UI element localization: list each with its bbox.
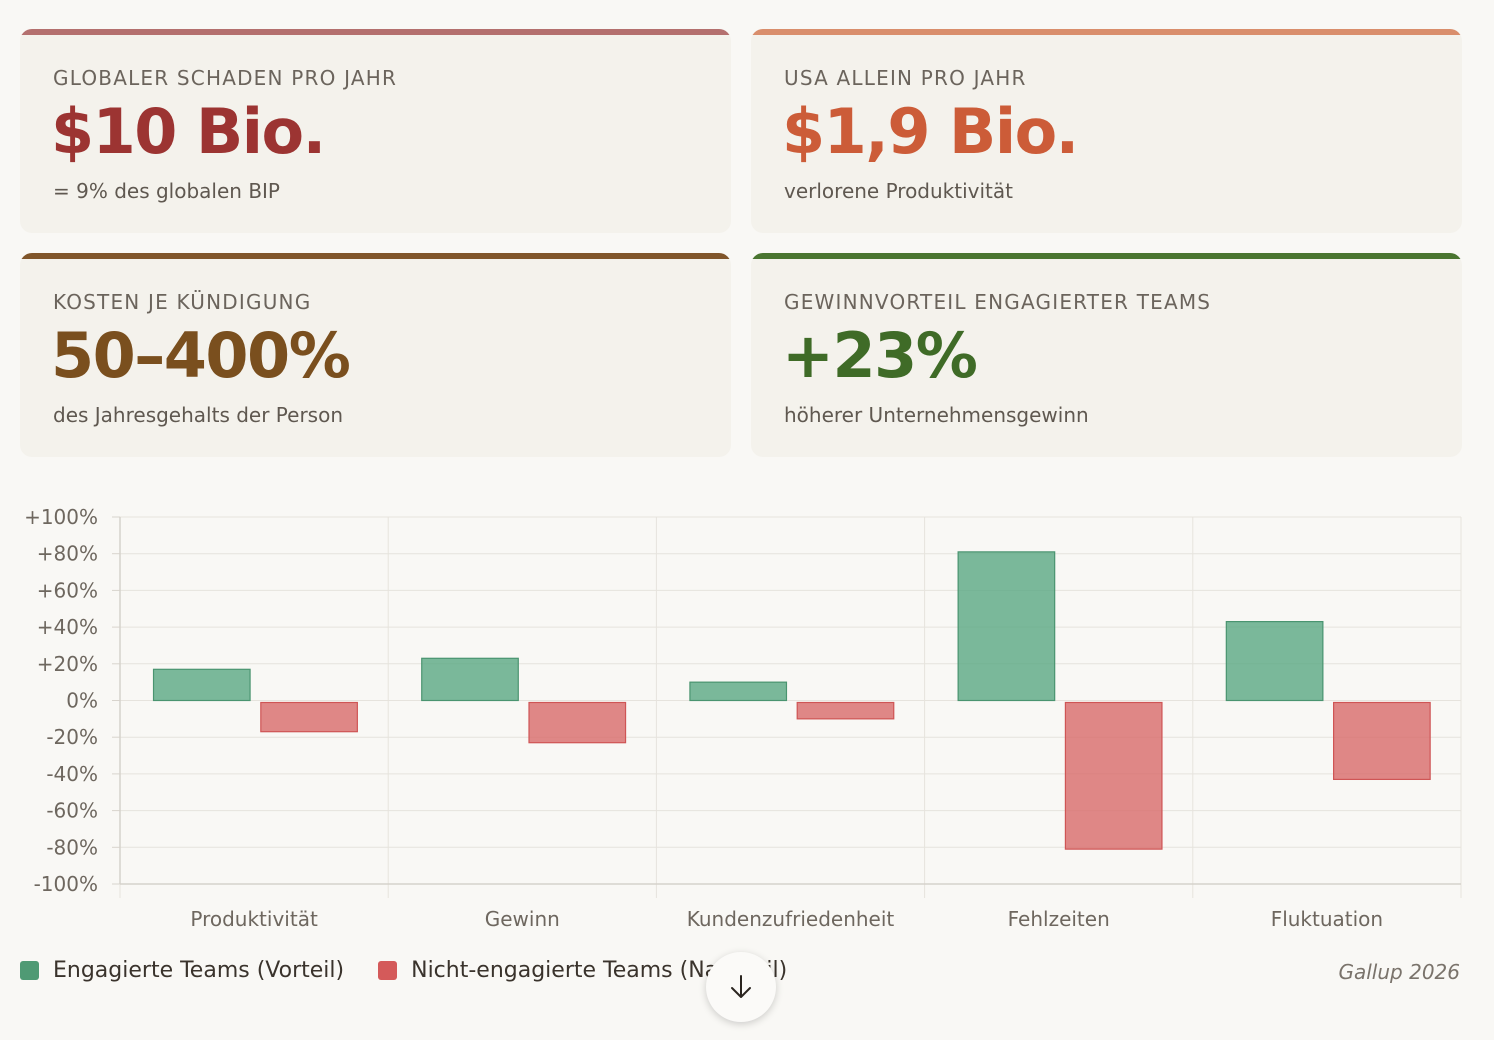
- card-label: GLOBALER SCHADEN PRO JAHR: [53, 66, 398, 90]
- card-global-damage: GLOBALER SCHADEN PRO JAHR $10 Bio. = 9% …: [20, 29, 731, 233]
- bar-engaged: [689, 681, 788, 702]
- scroll-down-button[interactable]: [706, 952, 776, 1022]
- y-tick-label: -80%: [46, 835, 98, 859]
- card-subtext: des Jahresgehalts der Person: [53, 403, 344, 427]
- y-tick-label: 0%: [66, 689, 98, 713]
- bar-disengaged: [260, 701, 358, 733]
- legend-swatch-engaged: [20, 961, 39, 980]
- chart-legend: Engagierte Teams (Vorteil) Nicht-engagie…: [20, 958, 821, 983]
- bar-disengaged: [796, 701, 895, 720]
- card-label: KOSTEN JE KÜNDIGUNG: [53, 290, 312, 314]
- card-subtext: = 9% des globalen BIP: [53, 179, 280, 203]
- y-tick-label: -20%: [46, 725, 98, 749]
- bar-disengaged: [1064, 701, 1163, 850]
- card-accent-bar: [20, 29, 731, 35]
- card-accent-bar: [20, 253, 731, 259]
- bar-engaged: [421, 657, 519, 702]
- engagement-bar-chart: +100% +80% +60% +40% +20% 0% -20% -40% -60% -80% -…: [24, 505, 1462, 931]
- y-tick-label: -60%: [46, 799, 98, 823]
- y-tick-label: +40%: [37, 615, 98, 639]
- legend-swatch-disengaged: [378, 961, 398, 980]
- card-subtext: höherer Unternehmensgewinn: [784, 403, 1089, 427]
- kpi-cards: GLOBALER SCHADEN PRO JAHR $10 Bio. = 9% …: [20, 29, 1462, 457]
- card-label: GEWINNVORTEIL ENGAGIERTER TEAMS: [784, 290, 1212, 314]
- x-tick-label: Kundenzufriedenheit: [687, 907, 895, 931]
- y-tick-label: +80%: [37, 542, 98, 566]
- card-usa-damage: USA ALLEIN PRO JAHR $1,9 Bio. verlorene …: [751, 29, 1462, 233]
- card-label: USA ALLEIN PRO JAHR: [784, 66, 1027, 90]
- card-profit-advantage: GEWINNVORTEIL ENGAGIERTER TEAMS +23% höh…: [751, 253, 1462, 457]
- bar-engaged: [957, 551, 1056, 702]
- card-accent-bar: [751, 253, 1462, 259]
- x-tick-label: Fehlzeiten: [1008, 907, 1110, 931]
- y-tick-label: -40%: [46, 762, 98, 786]
- card-value: 50–400%: [51, 319, 351, 392]
- legend-item-engaged[interactable]: Engagierte Teams (Vorteil): [20, 958, 344, 983]
- y-tick-label: +20%: [37, 652, 98, 676]
- x-tick-label: Gewinn: [485, 907, 560, 931]
- y-tick-label: +60%: [37, 578, 98, 602]
- card-value: +23%: [782, 319, 978, 392]
- bar-engaged: [152, 668, 251, 702]
- card-cost-per-resignation: KOSTEN JE KÜNDIGUNG 50–400% des Jahresge…: [20, 253, 731, 457]
- x-tick-label: Fluktuation: [1271, 907, 1383, 931]
- bar-engaged: [1225, 620, 1324, 702]
- bar-disengaged: [528, 701, 627, 744]
- y-tick-label: +100%: [24, 505, 98, 529]
- card-accent-bar: [751, 29, 1462, 35]
- y-tick-label: -100%: [34, 872, 98, 896]
- bar-disengaged: [1333, 701, 1431, 781]
- card-value: $10 Bio.: [51, 95, 326, 168]
- arrow-down-icon: [731, 975, 751, 998]
- source-note: Gallup 2026: [1338, 960, 1461, 984]
- card-subtext: verlorene Produktivität: [784, 179, 1013, 203]
- legend-label: Engagierte Teams (Vorteil): [53, 958, 345, 983]
- card-value: $1,9 Bio.: [782, 95, 1079, 168]
- x-tick-label: Produktivität: [190, 907, 318, 931]
